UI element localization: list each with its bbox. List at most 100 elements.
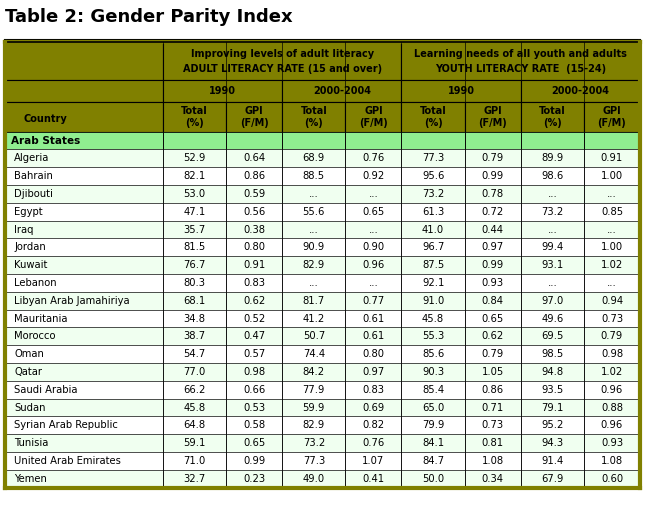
Text: 98.6: 98.6 [541,171,564,181]
Text: GPI
(F/M): GPI (F/M) [359,106,388,128]
Text: 0.79: 0.79 [482,153,504,163]
Text: 0.65: 0.65 [482,314,504,324]
Bar [584,434,640,452]
Bar [521,132,584,150]
Bar [401,434,464,452]
Text: 0.69: 0.69 [362,403,384,413]
Text: 0.66: 0.66 [243,385,265,395]
Bar [401,203,464,221]
Text: 77.3: 77.3 [422,153,444,163]
Bar [226,274,283,292]
Text: YOUTH LITERACY RATE  (15-24): YOUTH LITERACY RATE (15-24) [435,64,606,74]
Bar [401,452,464,470]
Bar [346,102,401,132]
Bar [464,221,521,239]
Bar [226,452,283,470]
Bar [226,309,283,327]
Bar [226,434,283,452]
Text: 0.97: 0.97 [482,242,504,252]
Text: ...: ... [309,189,319,199]
Text: 0.62: 0.62 [243,296,265,306]
Text: United Arab Emirates: United Arab Emirates [14,456,121,466]
Bar [584,239,640,257]
Text: Total
(%): Total (%) [420,106,446,128]
Bar [283,381,346,399]
Text: 68.9: 68.9 [303,153,325,163]
Text: 0.99: 0.99 [482,171,504,181]
Text: 0.83: 0.83 [362,385,384,395]
Bar [283,102,346,132]
Text: 0.99: 0.99 [243,456,265,466]
Text: 84.7: 84.7 [422,456,444,466]
Bar [584,452,640,470]
Text: 35.7: 35.7 [183,224,206,235]
Bar [226,167,283,185]
Text: 84.1: 84.1 [422,438,444,448]
Text: 1990: 1990 [209,86,236,96]
Bar [163,327,226,345]
Bar [521,150,584,167]
Bar [5,274,163,292]
Text: 87.5: 87.5 [422,260,444,270]
Text: ...: ... [368,278,379,288]
Text: 89.9: 89.9 [541,153,564,163]
Text: 0.86: 0.86 [482,385,504,395]
Bar [584,221,640,239]
Bar [163,80,283,102]
Text: 77.9: 77.9 [303,385,325,395]
Text: 0.57: 0.57 [243,349,265,359]
Bar [226,257,283,274]
Bar [5,292,163,309]
Bar [584,416,640,434]
Bar [401,399,464,416]
Bar [464,452,521,470]
Bar [346,167,401,185]
Bar [464,345,521,363]
Text: 85.4: 85.4 [422,385,444,395]
Bar [401,327,464,345]
Bar [163,42,401,80]
Bar [163,345,226,363]
Bar [163,470,226,488]
Bar [163,132,226,150]
Bar [226,203,283,221]
Bar [346,327,401,345]
Bar [464,292,521,309]
Text: ...: ... [548,224,557,235]
Bar [283,80,401,102]
Text: 67.9: 67.9 [541,474,564,484]
Text: 94.8: 94.8 [541,367,563,377]
Text: 0.80: 0.80 [362,349,384,359]
Text: 0.44: 0.44 [482,224,504,235]
Bar [163,185,226,203]
Text: Yemen: Yemen [14,474,47,484]
Text: Morocco: Morocco [14,331,55,342]
Text: 79.9: 79.9 [422,420,444,431]
Bar [401,132,464,150]
Text: 0.98: 0.98 [243,367,265,377]
Bar [283,434,346,452]
Text: 1.02: 1.02 [601,367,623,377]
Text: 0.96: 0.96 [601,385,623,395]
Text: 0.65: 0.65 [243,438,265,448]
Bar [163,452,226,470]
Text: Algeria: Algeria [14,153,50,163]
Text: Iraq: Iraq [14,224,34,235]
Bar [5,345,163,363]
Text: 34.8: 34.8 [184,314,206,324]
Bar [283,309,346,327]
Bar [401,80,521,102]
Text: 0.98: 0.98 [601,349,623,359]
Bar [584,292,640,309]
Bar [283,292,346,309]
Bar [5,470,163,488]
Bar [226,470,283,488]
Bar [464,185,521,203]
Bar [464,274,521,292]
Text: 95.6: 95.6 [422,171,444,181]
Text: Jordan: Jordan [14,242,46,252]
Text: 98.5: 98.5 [541,349,564,359]
Text: 59.9: 59.9 [303,403,325,413]
Text: ADULT LITERACY RATE (15 and over): ADULT LITERACY RATE (15 and over) [183,64,382,74]
Text: ...: ... [607,224,617,235]
